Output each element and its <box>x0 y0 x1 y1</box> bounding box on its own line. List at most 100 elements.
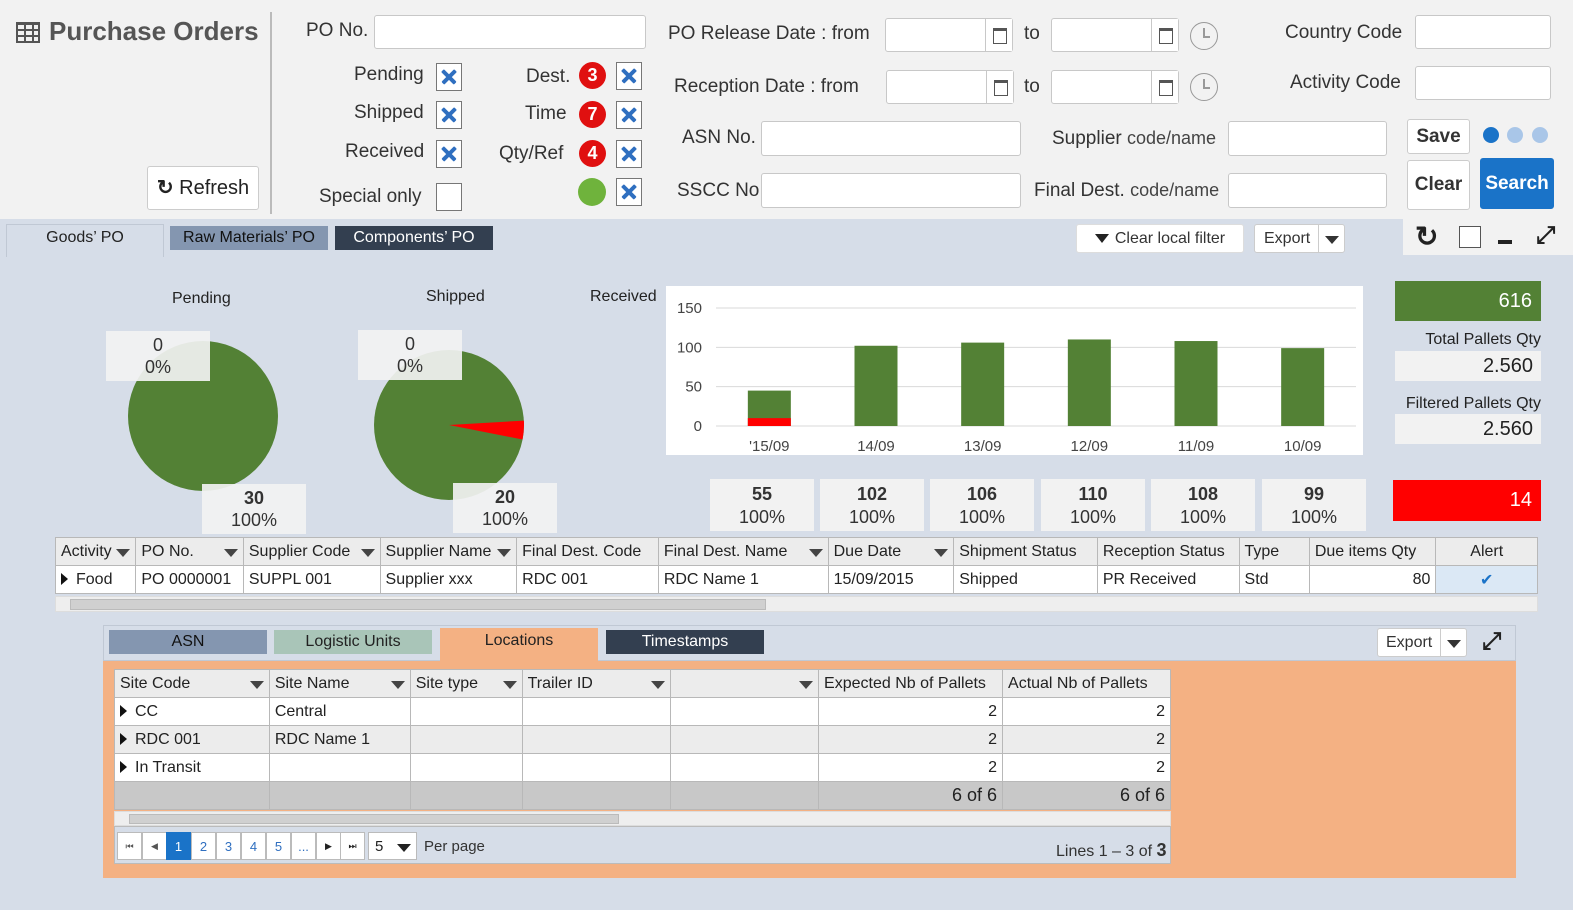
chevron-down-icon[interactable] <box>497 549 512 557</box>
reception-date-to-input[interactable] <box>1051 70 1179 104</box>
save-button[interactable]: Save <box>1407 119 1470 154</box>
column-header[interactable] <box>670 669 820 698</box>
column-header[interactable]: Final Dest. Code <box>516 537 659 566</box>
expand-row-icon[interactable] <box>120 705 127 718</box>
column-header[interactable]: PO No. <box>135 537 244 566</box>
expand-icon[interactable]: ⤢ <box>1536 222 1556 249</box>
page-indicator-dot[interactable] <box>1507 127 1523 143</box>
chevron-down-icon[interactable] <box>1440 629 1466 656</box>
column-header[interactable]: Alert <box>1435 537 1538 566</box>
column-header[interactable]: Site type <box>409 669 523 698</box>
chevron-down-icon[interactable] <box>397 844 411 852</box>
clock-icon[interactable] <box>1190 22 1218 50</box>
column-header[interactable]: Activity <box>54 537 137 566</box>
scrollbar-thumb[interactable] <box>129 814 619 824</box>
calendar-icon[interactable] <box>1151 19 1178 51</box>
chevron-down-icon[interactable] <box>360 549 375 557</box>
next-page-icon[interactable]: ▶ <box>316 832 341 860</box>
chevron-down-icon[interactable] <box>249 681 264 689</box>
clear-local-filter-button[interactable]: Clear local filter <box>1076 224 1244 253</box>
activity-code-input[interactable] <box>1415 66 1551 100</box>
special-only-checkbox[interactable] <box>436 183 462 211</box>
page-indicator-dot[interactable] <box>1483 127 1499 143</box>
release-date-to-input[interactable] <box>1051 18 1179 52</box>
column-header[interactable]: Site Code <box>114 669 270 698</box>
column-header[interactable]: Trailer ID <box>521 669 672 698</box>
column-header[interactable]: Due items Qty <box>1308 537 1437 566</box>
page-button[interactable]: 3 <box>216 832 241 860</box>
clock-icon[interactable] <box>1190 73 1218 101</box>
expand-row-icon[interactable] <box>120 761 127 774</box>
first-page-icon[interactable]: ⏮ <box>117 832 142 860</box>
table-row[interactable]: In Transit 2 2 <box>114 753 1171 782</box>
supplier-input[interactable] <box>1228 121 1387 156</box>
expand-row-icon[interactable] <box>61 573 68 586</box>
chevron-down-icon[interactable] <box>1318 225 1344 252</box>
scrollbar-thumb[interactable] <box>70 599 766 610</box>
tab-timestamps[interactable]: Timestamps <box>606 630 764 654</box>
calendar-icon[interactable] <box>985 19 1012 51</box>
column-header[interactable]: Supplier Code <box>242 537 381 566</box>
page-button[interactable]: 4 <box>241 832 266 860</box>
column-header[interactable]: Final Dest. Name <box>657 537 829 566</box>
prev-page-icon[interactable]: ◀ <box>142 832 167 860</box>
detail-expand-icon[interactable]: ⤢ <box>1482 628 1502 655</box>
tab-raw-materials-po[interactable]: Raw Materials’ PO <box>170 226 328 250</box>
asn-no-input[interactable] <box>761 121 1021 156</box>
ok-checkbox[interactable] <box>616 178 642 206</box>
dest-checkbox[interactable] <box>616 62 642 90</box>
page-button[interactable]: 2 <box>191 832 216 860</box>
sync-icon[interactable]: ↻ <box>1415 221 1439 252</box>
qty-ref-checkbox[interactable] <box>616 140 642 168</box>
column-header[interactable]: Site Name <box>268 669 411 698</box>
column-header[interactable]: Supplier Name <box>379 537 518 566</box>
expand-row-icon[interactable] <box>120 733 127 746</box>
tab-logistic-units[interactable]: Logistic Units <box>274 630 432 654</box>
per-page-select[interactable]: 5 <box>368 832 417 860</box>
tab-goods-po[interactable]: Goods’ PO <box>6 224 164 257</box>
sscc-no-input[interactable] <box>761 173 1021 208</box>
tab-components-po[interactable]: Components’ PO <box>335 226 493 250</box>
column-header[interactable]: Shipment Status <box>953 537 1098 566</box>
table-row[interactable]: CC Central 2 2 <box>114 697 1171 726</box>
chevron-down-icon[interactable] <box>799 681 814 689</box>
country-code-input[interactable] <box>1415 15 1551 49</box>
page-button[interactable]: 1 <box>166 832 191 860</box>
search-button[interactable]: Search <box>1480 158 1554 209</box>
received-checkbox[interactable] <box>436 140 462 168</box>
po-no-input[interactable] <box>374 15 646 49</box>
column-header[interactable]: Type <box>1238 537 1310 566</box>
reception-date-from-input[interactable] <box>886 70 1014 104</box>
tab-locations[interactable]: Locations <box>440 628 598 662</box>
chevron-down-icon[interactable] <box>502 681 517 689</box>
release-date-from-input[interactable] <box>885 18 1013 52</box>
chevron-down-icon[interactable] <box>223 549 238 557</box>
chevron-down-icon[interactable] <box>808 549 823 557</box>
column-header[interactable]: Expected Nb of Pallets <box>818 669 1004 698</box>
page-button[interactable]: ... <box>291 832 316 860</box>
chevron-down-icon[interactable] <box>934 549 949 557</box>
export-button[interactable]: Export <box>1254 224 1345 253</box>
detail-export-button[interactable]: Export <box>1377 628 1467 657</box>
time-checkbox[interactable] <box>616 101 642 129</box>
minimize-icon[interactable] <box>1498 240 1512 244</box>
clear-button[interactable]: Clear <box>1407 160 1470 210</box>
tab-asn[interactable]: ASN <box>109 630 267 654</box>
shipped-checkbox[interactable] <box>436 101 462 129</box>
column-header[interactable]: Due Date <box>827 537 955 566</box>
column-header[interactable]: Reception Status <box>1096 537 1240 566</box>
chevron-down-icon[interactable] <box>116 549 131 557</box>
po-scrollbar[interactable] <box>55 596 1538 612</box>
page-button[interactable]: 5 <box>266 832 291 860</box>
chevron-down-icon[interactable] <box>390 681 405 689</box>
refresh-button[interactable]: ↻ Refresh <box>147 166 259 210</box>
last-page-icon[interactable]: ⏭ <box>340 832 365 860</box>
calendar-icon[interactable] <box>1151 71 1178 103</box>
final-dest-input[interactable] <box>1228 173 1387 208</box>
page-indicator-dot[interactable] <box>1532 127 1548 143</box>
chevron-down-icon[interactable] <box>651 681 666 689</box>
pending-checkbox[interactable] <box>436 63 462 91</box>
calendar-icon[interactable] <box>986 71 1013 103</box>
column-header[interactable]: Actual Nb of Pallets <box>1002 669 1171 698</box>
